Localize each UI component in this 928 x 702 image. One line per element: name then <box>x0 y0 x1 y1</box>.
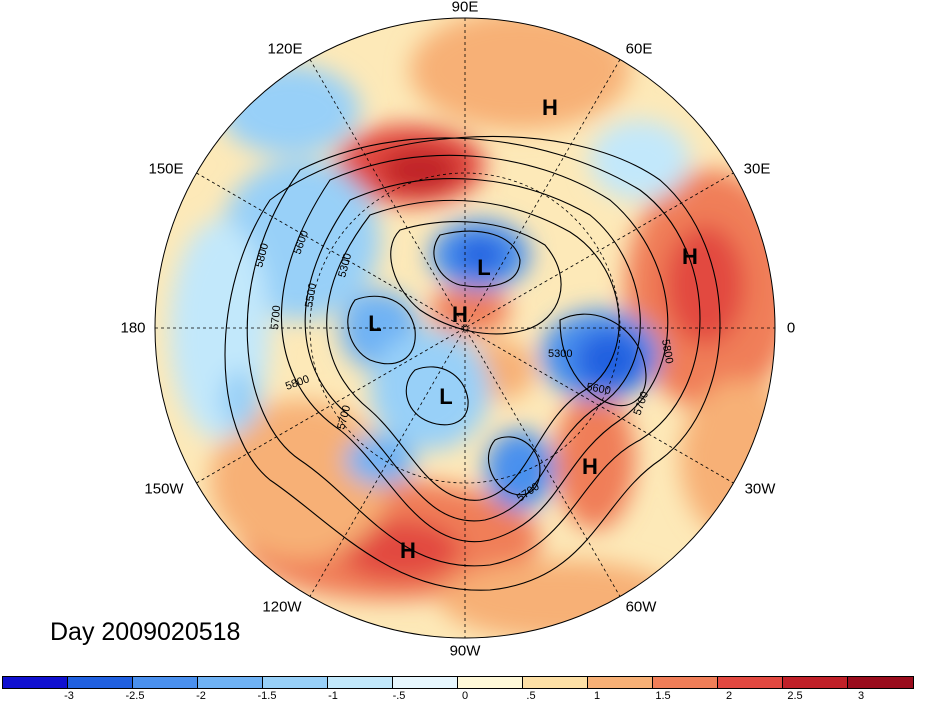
colorbar-tick-label: 1.5 <box>655 690 671 702</box>
contour-label: 5500 <box>303 282 319 308</box>
contour-label: 5800 <box>659 338 675 364</box>
colorbar-segment <box>653 677 718 688</box>
longitude-label-30e: 30E <box>743 160 771 178</box>
longitude-label-180: 180 <box>120 319 146 337</box>
high-center-europe: H <box>682 244 698 269</box>
colorbar-segment <box>718 677 783 688</box>
longitude-label-60w: 60W <box>625 598 657 616</box>
colorbar-segment <box>68 677 133 688</box>
colorbar-segment <box>328 677 393 688</box>
colorbar-tick-label: -2 <box>196 690 206 702</box>
colorbar-tick-label: -3 <box>64 690 74 702</box>
colorbar-segment <box>458 677 523 688</box>
pressure-centers: H H H H H L L L <box>368 95 698 563</box>
colorbar-tick-label: -1 <box>328 690 338 702</box>
colorbar-segment <box>848 677 913 688</box>
longitude-label-120e: 120E <box>267 40 303 58</box>
colorbar-segment <box>393 677 458 688</box>
graticule <box>155 18 775 638</box>
longitude-label-30w: 30W <box>744 480 776 498</box>
longitude-label-120w: 120W <box>262 598 302 616</box>
low-center-canada: L <box>439 384 452 409</box>
high-center-arctic: H <box>452 302 468 327</box>
colorbar-tick-label: 2 <box>725 690 733 702</box>
colorbar-tick-label: -.5 <box>392 690 406 702</box>
day-label: Day 2009020518 <box>50 618 241 646</box>
colorbar-segment <box>588 677 653 688</box>
low-center-east-siberia: L <box>477 255 490 280</box>
colorbar-segment <box>523 677 588 688</box>
longitude-label-150w: 150W <box>144 480 184 498</box>
contour-label: 5600 <box>585 381 611 397</box>
contour-label: 5700 <box>269 305 283 330</box>
colorbar-tick-label: -1.5 <box>257 690 277 702</box>
colorbar-segment <box>263 677 328 688</box>
colorbar <box>2 676 914 689</box>
colorbar-segment <box>198 677 263 688</box>
longitude-label-60e: 60E <box>625 40 653 58</box>
colorbar-tick-label: 3 <box>857 690 865 702</box>
colorbar-segment <box>133 677 198 688</box>
low-center-alaska: L <box>368 311 381 336</box>
longitude-label-90w: 90W <box>449 642 481 660</box>
colorbar-tick-label: 1 <box>593 690 601 702</box>
colorbar-segment <box>3 677 68 688</box>
colorbar-tick-label: -2.5 <box>125 690 145 702</box>
colorbar-tick-label: 0 <box>461 690 469 702</box>
high-center-atlantic: H <box>582 454 598 479</box>
colorbar-tick-label: 2.5 <box>787 690 803 702</box>
map-boundary <box>154 17 776 639</box>
high-center-siberia: H <box>542 95 558 120</box>
colorbar-segment <box>783 677 848 688</box>
colorbar-tick-label: .5 <box>526 690 536 702</box>
longitude-label-150e: 150E <box>148 160 184 178</box>
height-contours <box>224 135 721 591</box>
anomaly-shading <box>155 18 775 638</box>
longitude-label-0: 0 <box>786 319 796 337</box>
longitude-label-90e: 90E <box>451 0 479 16</box>
high-center-mexico: H <box>400 538 416 563</box>
contour-label: 5300 <box>548 348 572 360</box>
